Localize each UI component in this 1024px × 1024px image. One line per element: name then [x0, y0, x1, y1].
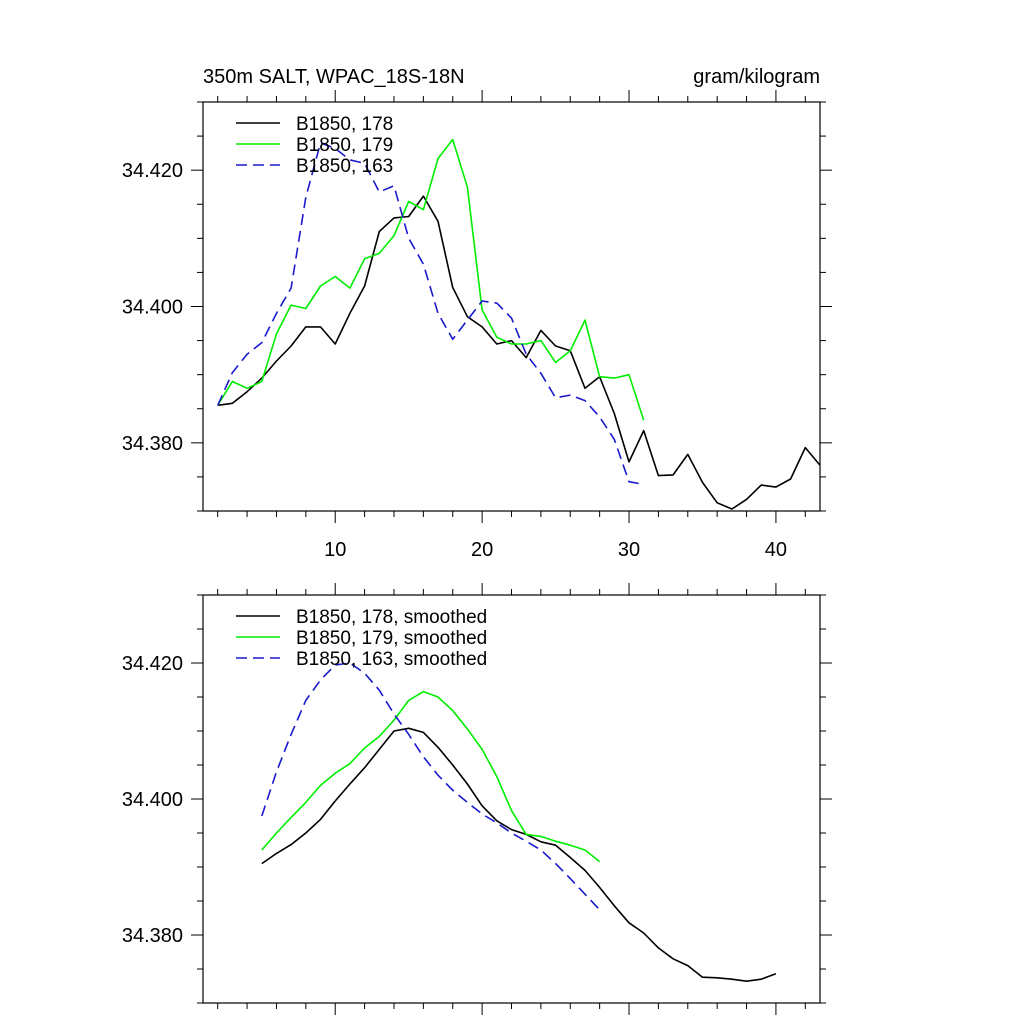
legend-label-3: B1850, 163 — [296, 156, 393, 177]
units-label: gram/kilogram — [693, 66, 820, 88]
x-tick-label: 10 — [324, 539, 346, 561]
series-line-2 — [217, 138, 645, 421]
legend-label-1: B1850, 178 — [296, 114, 393, 135]
x-tick-label: 30 — [618, 539, 640, 561]
series-line-1 — [261, 727, 777, 983]
y-tick-label: 34.400 — [122, 789, 183, 811]
legend-label-2: B1850, 179, smoothed — [296, 628, 487, 649]
y-tick-label: 34.380 — [122, 433, 183, 455]
legend-label-3: B1850, 163, smoothed — [296, 649, 487, 670]
panel-top: 350m SALT, WPAC_18S-18N gram/kilogram 10… — [122, 66, 832, 561]
series-line-3 — [216, 142, 644, 486]
x-tick-label: 40 — [765, 539, 787, 561]
series-line-3 — [261, 662, 601, 911]
x-tick-label: 20 — [471, 539, 493, 561]
series-line-2 — [261, 690, 601, 863]
legend-label-1: B1850, 178, smoothed — [296, 607, 487, 628]
chart-title: 350m SALT, WPAC_18S-18N — [203, 66, 465, 88]
y-tick-label: 34.400 — [122, 297, 183, 319]
legend-label-2: B1850, 179 — [296, 135, 393, 156]
series-line-1 — [217, 195, 821, 510]
y-tick-label: 34.380 — [122, 925, 183, 947]
y-tick-label: 34.420 — [122, 160, 183, 182]
y-tick-label: 34.420 — [122, 653, 183, 675]
